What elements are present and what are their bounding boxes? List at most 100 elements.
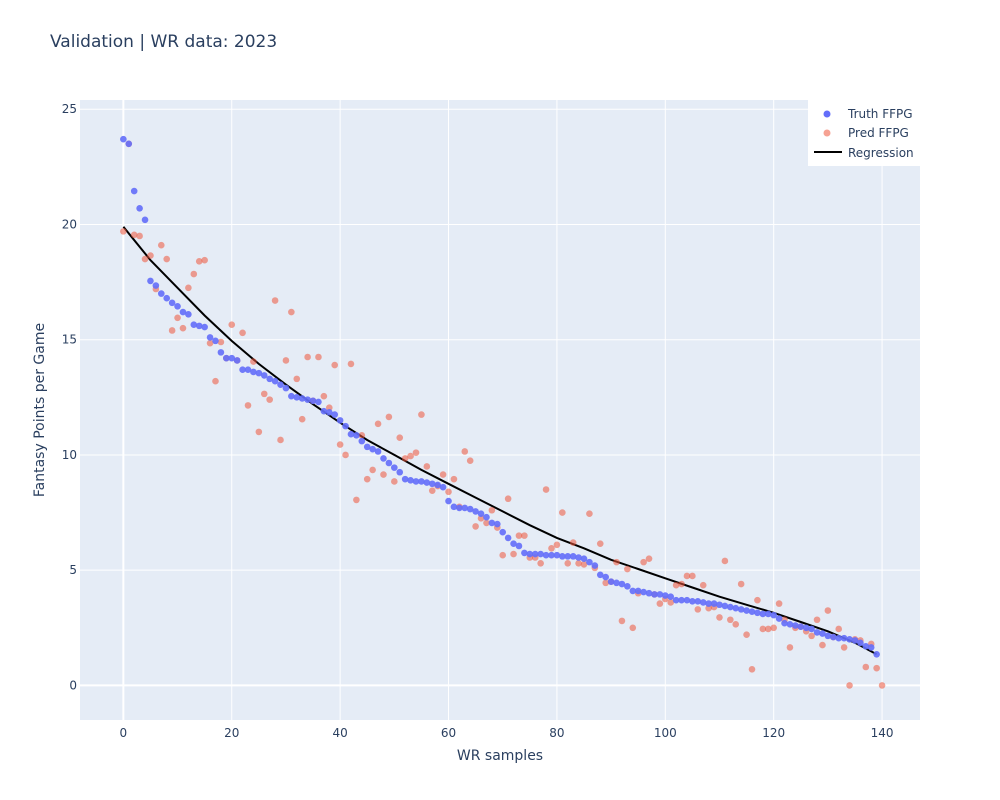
truth-point	[304, 396, 311, 403]
truth-point	[504, 534, 512, 542]
legend-regression-label: Regression	[848, 146, 914, 160]
pred-point	[683, 572, 691, 580]
pred-point	[353, 496, 360, 504]
truth-point	[727, 603, 734, 611]
truth-point	[624, 583, 631, 590]
truth-point	[407, 476, 414, 484]
pred-point	[298, 415, 306, 423]
truth-point	[163, 294, 171, 302]
pred-point	[689, 572, 696, 580]
pred-point	[239, 329, 246, 337]
truth-point	[596, 571, 604, 579]
pred-point	[537, 559, 544, 567]
x-tick-label: 120	[762, 726, 785, 740]
pred-point	[732, 621, 740, 628]
truth-point	[553, 551, 561, 559]
pred-point	[819, 641, 826, 649]
pred-point	[325, 404, 333, 411]
truth-point	[824, 632, 832, 640]
truth-point	[618, 580, 626, 588]
truth-point	[645, 589, 653, 597]
pred-point	[764, 625, 772, 633]
pred-point	[466, 457, 474, 465]
pred-point	[190, 270, 198, 278]
truth-point	[840, 634, 848, 642]
pred-point	[569, 539, 577, 546]
truth-point	[239, 366, 246, 373]
truth-point	[586, 558, 593, 566]
truth-point	[320, 407, 328, 415]
truth-point	[721, 602, 729, 610]
truth-point	[450, 503, 458, 511]
truth-point	[542, 551, 550, 559]
truth-point	[233, 357, 241, 364]
pred-point	[618, 617, 626, 625]
tick-labels: 0 20 40 60 80 100 120 140 0 5 10 15 20 25	[62, 102, 894, 740]
pred-point	[293, 375, 301, 383]
pred-point	[748, 665, 756, 673]
pred-point	[120, 228, 127, 235]
truth-point	[499, 528, 507, 536]
x-tick-label: 100	[654, 726, 677, 740]
y-tick-label: 20	[62, 217, 77, 231]
truth-point	[689, 598, 696, 605]
pred-point	[824, 607, 832, 614]
pred-point	[157, 241, 165, 249]
truth-point	[867, 644, 875, 651]
pred-point	[873, 664, 880, 672]
truth-point	[195, 322, 203, 330]
pred-point	[363, 475, 371, 483]
pred-point	[396, 434, 404, 441]
pred-point	[559, 509, 566, 516]
truth-point	[125, 140, 133, 148]
pred-point	[596, 540, 604, 547]
truth-point	[423, 479, 431, 486]
truth-point	[266, 375, 273, 383]
truth-point	[277, 381, 284, 388]
pred-point	[260, 390, 268, 398]
truth-point	[391, 464, 398, 471]
pred-point	[770, 624, 777, 632]
x-tick-label: 20	[224, 726, 239, 740]
truth-point	[374, 448, 382, 455]
truth-point	[591, 562, 599, 569]
truth-point	[716, 601, 723, 609]
truth-point	[309, 397, 317, 405]
truth-point	[342, 422, 349, 430]
pred-point	[374, 420, 382, 428]
pred-point	[255, 428, 263, 436]
pred-point	[510, 550, 517, 558]
pred-point	[250, 358, 257, 365]
truth-point	[434, 481, 441, 489]
pred-point	[678, 580, 685, 588]
pred-point	[737, 580, 745, 588]
legend[interactable]: Truth FFPG Pred FFPG Regression	[808, 100, 920, 166]
pred-point	[759, 625, 767, 633]
pred-point	[174, 314, 181, 322]
truth-point	[559, 553, 566, 560]
truth-point	[705, 600, 712, 607]
pred-point	[835, 625, 843, 633]
pred-point	[347, 360, 355, 368]
pred-point	[380, 471, 387, 478]
truth-point	[201, 323, 208, 331]
truth-point	[607, 578, 615, 586]
x-tick-label: 0	[120, 726, 128, 740]
zero-lines	[80, 100, 920, 720]
truth-point	[418, 478, 425, 485]
pred-point	[206, 339, 214, 347]
truth-point	[179, 308, 187, 316]
truth-point	[315, 398, 322, 406]
truth-point	[770, 611, 777, 619]
truth-point	[775, 615, 783, 622]
truth-point	[537, 550, 544, 558]
truth-point	[748, 608, 756, 615]
truth-point	[792, 622, 799, 629]
y-tick-label: 15	[62, 333, 77, 347]
truth-point	[477, 510, 485, 518]
x-axis-title: WR samples	[457, 748, 543, 764]
pred-point	[727, 616, 734, 624]
truth-point	[781, 619, 788, 627]
pred-point	[564, 559, 572, 567]
pred-point	[201, 256, 208, 264]
